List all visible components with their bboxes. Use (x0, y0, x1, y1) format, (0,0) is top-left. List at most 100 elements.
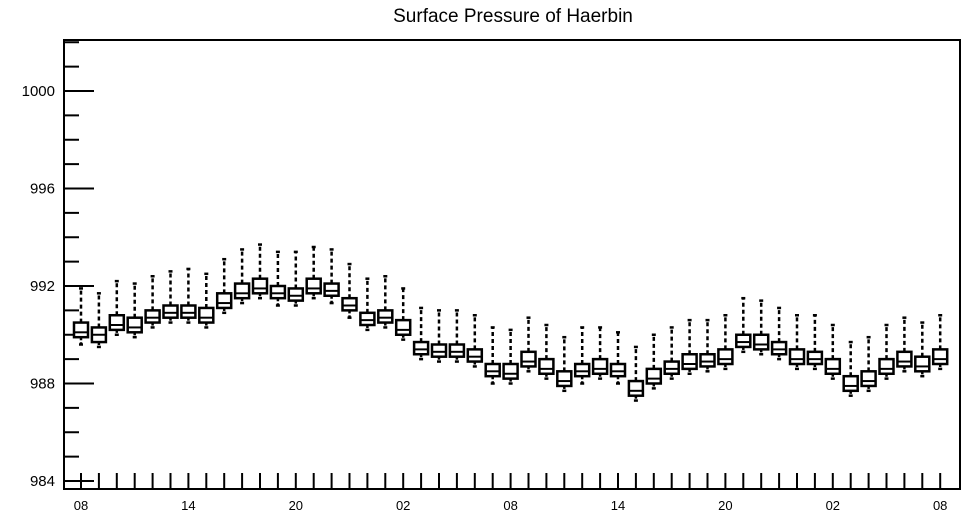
box-40 (788, 314, 806, 371)
box-28 (573, 326, 591, 385)
box-body (162, 304, 179, 319)
box-body (627, 379, 645, 397)
box-body (430, 343, 448, 358)
box-body (144, 309, 161, 324)
box-19 (412, 306, 430, 361)
box-body (341, 296, 358, 312)
box-body (538, 357, 555, 375)
box-body (72, 321, 90, 339)
box-body (914, 355, 931, 373)
box-39 (770, 306, 788, 361)
box-25 (520, 316, 537, 373)
box-body (233, 282, 251, 300)
box-body (180, 304, 197, 319)
box-1 (90, 292, 108, 349)
plot-area-frame (63, 39, 961, 490)
box-2 (108, 279, 126, 336)
box-body (305, 277, 322, 295)
x-tick-label: 14 (181, 498, 195, 513)
box-body (502, 362, 519, 380)
box-20 (430, 309, 448, 363)
box-16 (359, 277, 376, 332)
y-axis: 984 988 992 996 1000 (22, 41, 94, 490)
box-23 (484, 326, 501, 385)
box-46 (896, 316, 913, 373)
box-37 (735, 296, 752, 354)
box-body (681, 353, 698, 371)
box-body (520, 350, 537, 368)
box-body (448, 343, 466, 358)
box-body (394, 318, 412, 336)
y-tick-label: 988 (30, 376, 55, 393)
box-body (484, 362, 501, 378)
box-body (717, 348, 734, 366)
box-body (573, 362, 591, 378)
box-48 (931, 314, 949, 371)
box-body (806, 350, 824, 366)
box-0 (72, 287, 90, 346)
box-44 (860, 335, 877, 393)
box-body (323, 282, 340, 297)
box-15 (341, 262, 358, 319)
box-9 (233, 248, 251, 305)
x-axis: 08 14 20 02 08 14 20 02 08 (74, 473, 947, 513)
box-22 (466, 314, 484, 368)
y-tick-label: 992 (30, 278, 55, 295)
x-tick-label: 08 (503, 498, 517, 513)
box-18 (394, 287, 412, 341)
box-30 (609, 331, 627, 385)
box-17 (377, 275, 394, 329)
box-26 (538, 323, 555, 380)
box-body (269, 284, 287, 300)
box-body (287, 287, 305, 302)
box-10 (251, 243, 269, 300)
box-body (215, 292, 233, 310)
box-36 (717, 314, 734, 371)
box-body (359, 311, 376, 327)
box-body (752, 333, 770, 351)
box-21 (448, 309, 466, 363)
box-32 (645, 333, 663, 390)
box-body (735, 333, 752, 349)
y-tick-label: 984 (30, 473, 55, 490)
box-11 (269, 250, 287, 307)
box-body (412, 340, 430, 356)
box-43 (842, 340, 859, 397)
x-tick-label: 08 (74, 498, 88, 513)
box-27 (556, 335, 573, 393)
box-8 (215, 257, 233, 315)
x-tick-label: 02 (396, 498, 410, 513)
box-38 (752, 299, 770, 356)
y-tick-label: 996 (30, 181, 55, 198)
y-tick-label: 1000 (22, 83, 55, 100)
box-41 (806, 314, 824, 371)
x-tick-label: 08 (933, 498, 947, 513)
box-33 (663, 326, 680, 380)
box-34 (681, 318, 698, 375)
box-body (198, 306, 215, 324)
x-tick-label: 20 (718, 498, 732, 513)
box-6 (180, 267, 197, 324)
box-5 (162, 270, 179, 324)
box-body (108, 314, 126, 332)
x-tick-label: 14 (611, 498, 625, 513)
box-body (663, 360, 680, 375)
box-body (788, 348, 806, 366)
box-4 (144, 275, 161, 329)
box-body (896, 350, 913, 368)
box-body (126, 316, 143, 334)
box-35 (699, 318, 716, 373)
box-body (466, 348, 484, 363)
box-body (609, 362, 627, 378)
box-14 (323, 248, 340, 305)
box-body (556, 370, 573, 388)
box-body (842, 374, 859, 393)
x-tick-label: 02 (826, 498, 840, 513)
box-45 (878, 323, 895, 380)
box-body (770, 340, 788, 356)
box-12 (287, 250, 305, 307)
box-29 (591, 326, 609, 380)
box-body (824, 357, 842, 375)
